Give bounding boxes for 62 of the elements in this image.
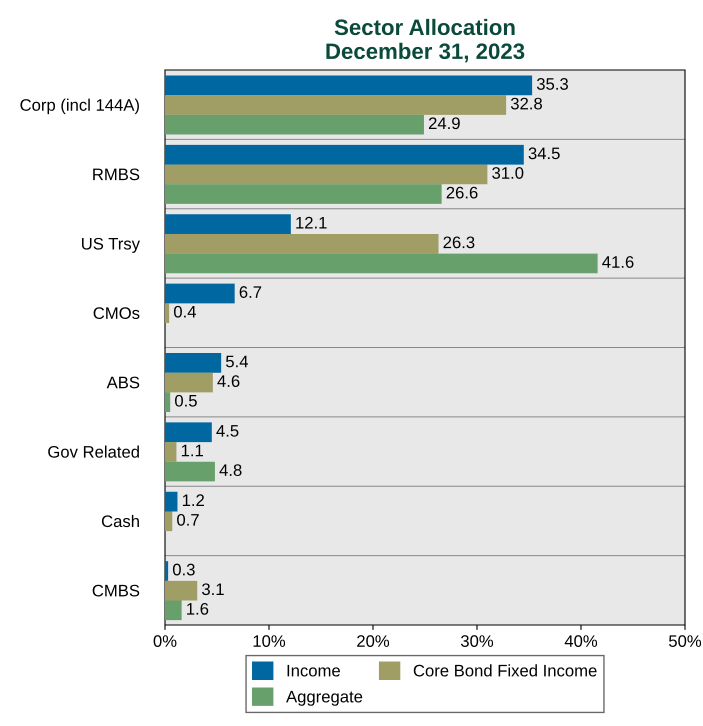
y-tick-label: CMBS [92,584,140,597]
bar [165,184,442,204]
bar [165,580,198,600]
bar [165,462,215,482]
y-tick-label: US Trsy [82,238,140,253]
data-label: 34.5 [528,147,560,160]
data-label: 26.3 [444,236,474,248]
bar [165,600,182,620]
y-tick-label: RMBS [93,168,140,180]
bar [165,234,439,254]
data-label: 4.5 [216,425,238,437]
bar [165,492,178,512]
bar [165,303,170,323]
x-tick-label: 10% [254,635,286,647]
legend-label: Income [288,664,340,677]
bar [165,284,235,304]
bar [165,372,213,392]
y-tick-label: Corp (incl 144A) [20,98,139,114]
bar [165,392,170,412]
legend-label: Core Bond Fixed Income [414,664,597,677]
bar [165,353,222,373]
bar [165,114,424,135]
data-label: 1.1 [182,444,203,456]
data-label: 31.0 [492,167,524,179]
data-label: 24.9 [428,117,460,130]
data-label: 0.7 [177,514,199,526]
bar [165,164,488,184]
bar [165,511,172,532]
bar [165,422,212,442]
data-label: 4.6 [217,375,240,388]
data-label: 41.6 [602,256,634,268]
y-tick-label: CMOs [94,307,140,320]
bar [165,214,291,234]
data-label: 6.7 [240,286,262,298]
x-tick-label: 50% [668,635,702,647]
data-label: 32.8 [510,98,542,110]
x-tick-label: 0% [154,635,176,647]
data-label: 1.2 [182,494,204,506]
x-tick-label: 30% [460,635,494,647]
y-tick-label: Cash [102,514,139,528]
bar [165,76,532,96]
legend-label: Aggregate [286,690,362,706]
bar [165,561,168,581]
chart-title: Sector Allocation December 31, 2023 [326,18,524,62]
data-label: 12.1 [296,216,327,228]
x-tick-label: 40% [564,635,598,647]
bar [165,254,598,274]
data-label: 5.4 [226,356,248,368]
data-label: 0.4 [174,306,196,318]
data-label: 26.6 [446,186,478,199]
x-tick-label: 20% [357,635,390,647]
data-label: 0.3 [172,564,195,576]
y-tick-label: Gov Related [48,446,139,458]
data-label: 3.1 [202,583,224,596]
bar [165,144,524,165]
data-label: 0.5 [175,394,197,407]
data-label: 1.6 [187,602,208,615]
data-label: 35.3 [536,78,568,90]
bar [165,95,506,115]
data-label: 4.8 [219,464,242,476]
y-tick-label: ABS [106,376,140,388]
bar [165,442,176,462]
